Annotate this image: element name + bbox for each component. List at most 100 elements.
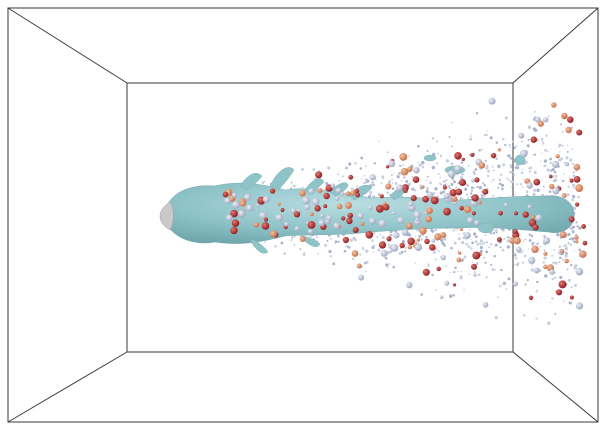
spray-droplet bbox=[353, 237, 355, 239]
large-droplet bbox=[535, 117, 541, 123]
large-droplet bbox=[459, 179, 466, 186]
large-droplet bbox=[516, 247, 522, 253]
spray-droplet bbox=[451, 163, 454, 166]
spray-droplet bbox=[453, 271, 455, 273]
spray-droplet bbox=[562, 180, 564, 182]
spray-droplet bbox=[460, 176, 463, 179]
spray-droplet bbox=[284, 253, 286, 255]
spray-droplet bbox=[437, 153, 439, 155]
large-droplet bbox=[399, 243, 404, 248]
large-droplet bbox=[552, 161, 559, 168]
spray-droplet bbox=[571, 127, 573, 129]
spray-droplet bbox=[559, 246, 561, 248]
ligament bbox=[270, 167, 294, 190]
spray-droplet bbox=[505, 116, 508, 119]
large-droplet bbox=[448, 170, 456, 178]
spray-droplet bbox=[293, 184, 296, 187]
large-droplet bbox=[431, 196, 439, 204]
large-droplet bbox=[264, 218, 268, 222]
large-droplet bbox=[459, 206, 464, 211]
large-droplet bbox=[401, 168, 409, 176]
large-droplet bbox=[570, 296, 574, 300]
large-droplet bbox=[323, 193, 329, 199]
large-droplet bbox=[357, 263, 362, 268]
spray-droplet bbox=[558, 261, 560, 263]
large-droplet bbox=[529, 296, 533, 300]
large-droplet bbox=[443, 185, 447, 189]
spray-droplet bbox=[569, 158, 572, 161]
spray-droplet bbox=[499, 285, 501, 287]
large-droplet bbox=[527, 205, 531, 209]
large-droplet bbox=[478, 162, 485, 169]
spray-droplet bbox=[485, 160, 487, 162]
spray-droplet bbox=[369, 191, 372, 194]
spray-droplet bbox=[483, 195, 486, 198]
spray-droplet bbox=[511, 171, 513, 173]
spray-droplet bbox=[451, 146, 453, 148]
large-droplet bbox=[294, 211, 300, 217]
spray-droplet bbox=[484, 262, 486, 264]
spray-droplet bbox=[485, 250, 488, 253]
large-droplet bbox=[520, 150, 528, 158]
spray-droplet bbox=[485, 134, 488, 137]
large-droplet bbox=[226, 215, 233, 222]
large-droplet bbox=[411, 195, 417, 201]
spray-droplet bbox=[569, 238, 571, 240]
large-droplet bbox=[431, 239, 435, 243]
large-droplet bbox=[543, 265, 547, 269]
spray-droplet bbox=[473, 171, 476, 174]
spray-droplet bbox=[502, 249, 505, 252]
spray-droplet bbox=[503, 282, 506, 285]
large-droplet bbox=[308, 188, 314, 194]
large-droplet bbox=[440, 295, 444, 299]
large-droplet bbox=[549, 269, 554, 274]
spray-droplet bbox=[514, 147, 516, 149]
spray-droplet bbox=[291, 182, 293, 184]
large-droplet bbox=[574, 235, 579, 240]
large-droplet bbox=[413, 176, 420, 183]
spray-droplet bbox=[507, 154, 510, 157]
spray-droplet bbox=[476, 112, 478, 114]
spray-droplet bbox=[351, 187, 353, 189]
spray-droplet bbox=[450, 183, 453, 186]
large-droplet bbox=[256, 204, 259, 207]
spray-droplet bbox=[551, 255, 552, 256]
large-droplet bbox=[386, 165, 389, 168]
spray-droplet bbox=[527, 144, 530, 147]
large-droplet bbox=[535, 214, 542, 221]
spray-droplet bbox=[399, 165, 401, 167]
spray-droplet bbox=[377, 249, 380, 252]
large-droplet bbox=[471, 179, 475, 183]
spray-droplet bbox=[491, 181, 492, 182]
spray-droplet bbox=[440, 184, 442, 186]
spray-droplet bbox=[539, 246, 541, 248]
spray-droplet bbox=[395, 182, 398, 185]
large-droplet bbox=[278, 203, 281, 206]
spray-droplet bbox=[408, 155, 409, 156]
spray-droplet bbox=[570, 264, 572, 266]
spray-droplet bbox=[497, 187, 499, 189]
spray-droplet bbox=[493, 255, 496, 258]
large-droplet bbox=[414, 211, 422, 219]
spray-droplet bbox=[382, 178, 384, 180]
spray-droplet bbox=[487, 170, 490, 173]
spray-droplet bbox=[542, 141, 543, 142]
spray-droplet bbox=[454, 242, 457, 245]
spray-droplet bbox=[488, 246, 490, 248]
large-droplet bbox=[575, 184, 583, 192]
spray-droplet bbox=[487, 175, 490, 178]
spray-droplet bbox=[418, 235, 421, 238]
large-droplet bbox=[583, 241, 588, 246]
spray-droplet bbox=[450, 247, 453, 250]
spray-droplet bbox=[474, 271, 476, 273]
spray-droplet bbox=[446, 266, 447, 267]
large-droplet bbox=[232, 193, 237, 198]
spray-droplet bbox=[403, 176, 406, 179]
spray-droplet bbox=[478, 273, 481, 276]
large-droplet bbox=[383, 204, 390, 211]
spray-droplet bbox=[397, 175, 400, 178]
spray-droplet bbox=[550, 169, 552, 171]
spray-droplet bbox=[290, 239, 292, 241]
spray-droplet bbox=[373, 245, 376, 248]
spray-droplet bbox=[470, 135, 472, 137]
